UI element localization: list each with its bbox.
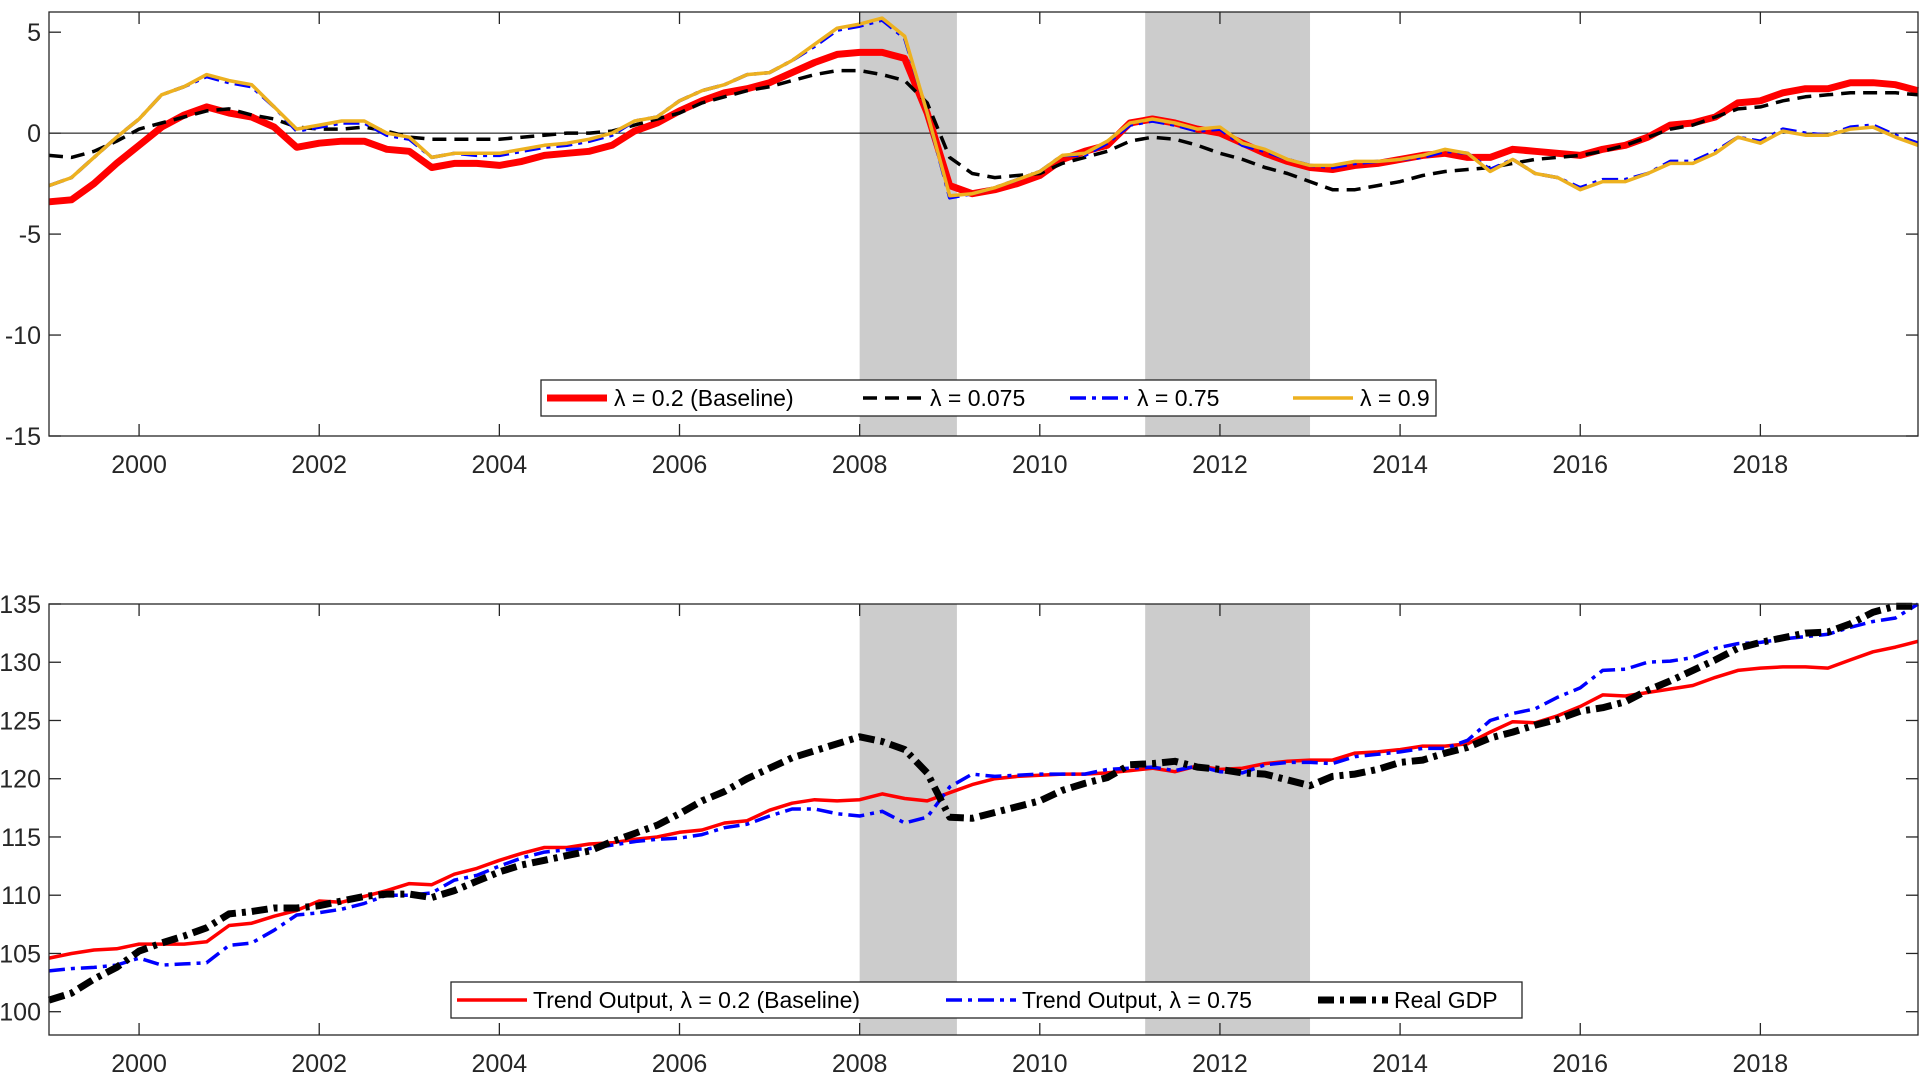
bottom-panel-trend-output-chart: 2000 2002 2004 2006 2008 2010 2012 2014 2016 2018…	[0, 591, 1919, 1077]
x-tick-label: 2016	[1552, 1050, 1608, 1077]
x-tick-label: 2006	[652, 451, 708, 479]
x-tick-label: 2006	[652, 1050, 708, 1077]
x-tick-label: 2010	[1012, 1050, 1068, 1077]
legend-label: λ = 0.075	[930, 385, 1025, 411]
axes-frame	[48, 603, 1919, 1036]
y-tick-label: 0	[27, 120, 41, 148]
x-tick-label: 2016	[1552, 451, 1608, 479]
legend-label: Trend Output, λ = 0.75	[1022, 987, 1252, 1013]
legend-label: λ = 0.9	[1360, 385, 1430, 411]
y-tick-label: 120	[0, 766, 41, 794]
x-tick-label: 2010	[1012, 451, 1068, 479]
y-tick-label: -5	[19, 221, 41, 249]
x-tick-label: 2014	[1372, 1050, 1428, 1077]
x-tick-label: 2000	[111, 451, 167, 479]
y-tick-label: 135	[0, 591, 41, 619]
shaded-period-2	[1145, 12, 1311, 436]
series-line-2	[48, 68, 1919, 192]
legend: λ = 0.2 (Baseline) λ = 0.075 λ = 0.75 λ = 0…	[540, 379, 1437, 417]
y-tick-label: -10	[5, 322, 41, 350]
x-tick-label: 2008	[832, 451, 888, 479]
x-tick-label: 2008	[832, 1050, 888, 1077]
series-line-4	[48, 16, 1919, 198]
legend-box	[540, 379, 1437, 417]
x-tick-label: 2000	[111, 1050, 167, 1077]
x-tick-label: 2002	[291, 451, 347, 479]
shaded-period-2	[1145, 604, 1311, 1035]
x-tick-label: 2012	[1192, 1050, 1248, 1077]
x-tick-label: 2018	[1733, 451, 1789, 479]
legend-label: Real GDP	[1394, 987, 1498, 1013]
x-tick-label: 2004	[472, 451, 528, 479]
y-tick-label: 5	[27, 19, 41, 47]
series-line-3	[48, 18, 1919, 200]
legend-label: λ = 0.2 (Baseline)	[614, 385, 794, 411]
axes-frame	[48, 11, 1919, 437]
legend: Trend Output, λ = 0.2 (Baseline) Trend Ou…	[450, 981, 1523, 1019]
y-tick-label: 100	[0, 999, 41, 1027]
series-line-1	[48, 48, 1919, 206]
shaded-period-1	[859, 604, 957, 1035]
series-line-2	[48, 602, 1919, 973]
y-tick-label: 105	[0, 940, 41, 968]
x-tick-label: 2018	[1733, 1050, 1789, 1077]
x-tick-label: 2004	[472, 1050, 528, 1077]
x-tick-label: 2012	[1192, 451, 1248, 479]
legend-label: Trend Output, λ = 0.2 (Baseline)	[533, 987, 860, 1013]
y-tick-label: 125	[0, 707, 41, 735]
y-tick-label: 130	[0, 649, 41, 677]
x-tick-label: 2002	[291, 1050, 347, 1077]
top-panel-deviation-chart: 2000 2002 2004 2006 2008 2010 2012 2014 2016 2018…	[5, 11, 1919, 479]
y-tick-label: -15	[5, 423, 41, 451]
x-tick-label: 2014	[1372, 451, 1428, 479]
legend-label: λ = 0.75	[1137, 385, 1219, 411]
y-tick-label: 110	[1, 882, 41, 910]
y-tick-label: 115	[1, 824, 41, 852]
series-line-3	[47, 602, 1918, 1004]
